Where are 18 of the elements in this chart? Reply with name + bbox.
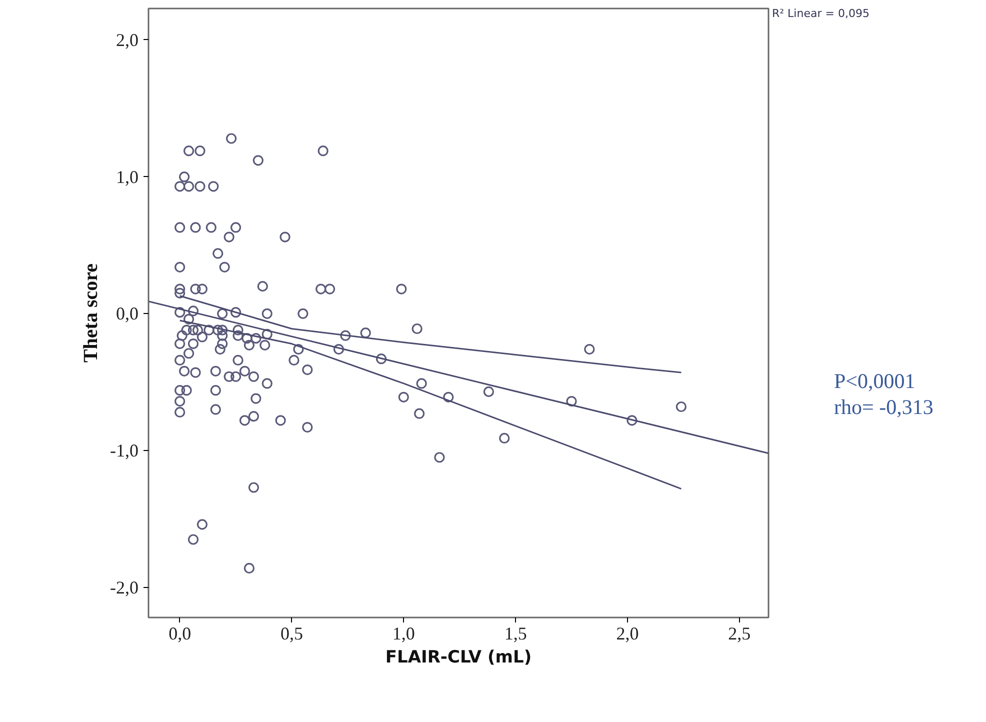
x-tick-label: 1,0 bbox=[392, 624, 415, 644]
text: R² Linear = 0,095 bbox=[772, 6, 870, 22]
y-axis-title: Theta score bbox=[80, 263, 102, 363]
x-tick-label: 2,0 bbox=[616, 624, 639, 644]
y-tick-label: -2,0 bbox=[110, 577, 139, 598]
x-tick-label: 1,5 bbox=[504, 624, 527, 644]
y-tick-label: 2,0 bbox=[116, 30, 138, 50]
line-series bbox=[179, 295, 682, 374]
x-tick-label: 2,5 bbox=[728, 624, 751, 644]
y-tick-label: 0,0 bbox=[116, 304, 138, 324]
y-tick-label: -1,0 bbox=[110, 440, 139, 461]
line-series bbox=[179, 320, 682, 490]
x-tick-label: 0,5 bbox=[280, 624, 303, 644]
y-tick-label: 1,0 bbox=[116, 166, 138, 187]
x-axis-title: FLAIR-CLV (mL) bbox=[385, 648, 532, 668]
x-tick-label: 0,0 bbox=[168, 624, 192, 644]
text: rho= -0,313 bbox=[834, 394, 934, 421]
text: P<0,0001 bbox=[834, 368, 916, 395]
